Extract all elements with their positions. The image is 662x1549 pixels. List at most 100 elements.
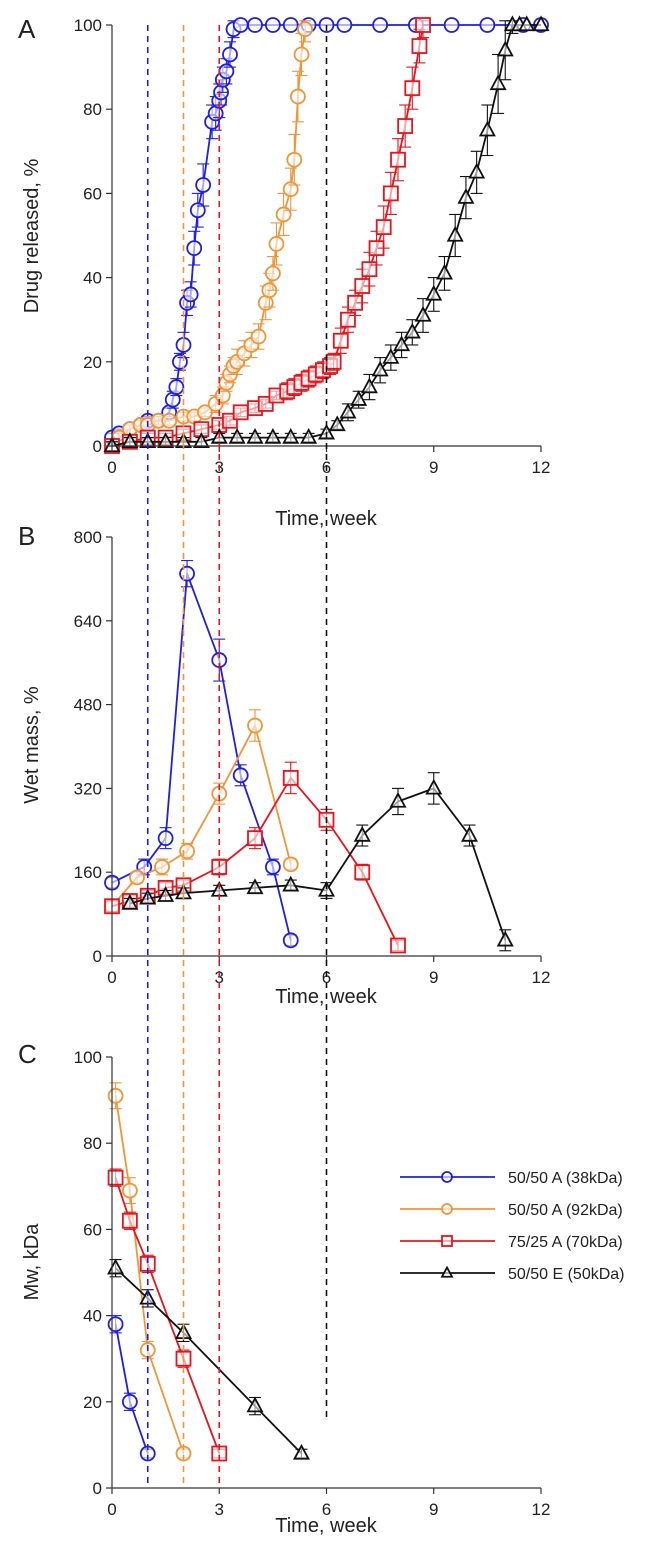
series-line [114,1095,185,1454]
circle-marker [250,328,267,345]
panel-letter-c: C [18,1039,37,1069]
triangle-marker [339,402,357,419]
panel-b-ylabel: Wet mass, % [21,686,43,804]
panel-a-xlabel: Time, week [275,508,378,530]
panel-a-x-tick-label: 9 [429,458,438,477]
series-line [111,777,399,946]
triangle-marker [328,415,346,432]
circle-marker [121,1393,138,1410]
triangle-marker [121,894,139,910]
panel-c-ylabel: Mw, kDa [21,1223,43,1301]
series-line [111,24,541,447]
panel-b-x-tick-label: 9 [429,968,438,987]
panel-c-y-tick-label: 0 [93,1479,102,1498]
panel-a-y-tick-label: 0 [93,437,102,456]
panel-b-y-tick-label: 0 [93,947,102,966]
legend-label: 75/25 A (70kDa) [508,1234,623,1251]
circle-marker [282,856,299,873]
panel-b-x-tick-label: 6 [322,968,331,987]
triangle-marker [446,225,464,242]
triangle-marker [389,791,407,808]
triangle-marker [489,74,507,91]
square-marker [415,17,431,33]
circle-marker [179,565,195,582]
circle-marker [168,379,185,395]
panel-c-series-2 [107,1168,228,1462]
panel-b-x-tick-label: 3 [215,968,224,987]
triangle-marker [300,427,318,444]
triangle-marker [246,427,264,444]
square-marker [232,404,249,421]
triangle-marker [382,347,400,364]
circle-marker [189,202,206,219]
triangle-marker [353,825,371,842]
panel-b-series-0 [104,560,299,949]
circle-marker [336,17,353,33]
panel-c-x-tick-label: 12 [532,1500,551,1519]
legend-label: 50/50 A (92kDa) [508,1202,623,1219]
panel-letter-a: A [18,14,36,44]
panel-c-y-tick-label: 60 [83,1220,102,1239]
panel-c-xlabel: Time, week [275,1515,378,1537]
panel-b-y-tick-label: 320 [74,779,102,798]
panel-a-series-2 [104,17,431,454]
square-marker [247,830,263,847]
triangle-marker [414,305,432,322]
triangle-marker [264,427,282,444]
circle-marker [232,17,249,33]
panel-b-series [104,560,514,954]
square-marker [397,118,414,134]
series-line [118,29,306,439]
triangle-marker [457,188,475,204]
circle-marker [441,1203,453,1215]
circle-marker [107,1316,124,1333]
square-marker [390,937,406,954]
circle-marker [179,843,195,860]
circle-marker [107,1087,124,1104]
circle-marker [264,265,281,282]
circle-marker [182,286,199,303]
panel-c-series [107,1082,310,1462]
panel-c: C 0 20 40 60 80 100 0 3 6 9 12 Time, week Mw, kDa [18,1039,550,1537]
panel-a-y-tick-label: 80 [83,100,102,119]
circle-marker [264,17,281,33]
panel-c-y-tick-label: 40 [83,1307,102,1326]
circle-marker [247,17,263,33]
circle-marker [289,88,306,105]
triangle-marker [121,432,139,448]
panel-letter-b: B [18,521,35,551]
triangle-marker [532,15,550,32]
triangle-marker [350,390,368,406]
circle-marker [218,63,235,80]
legend-item: 75/25 A (70kDa) [400,1234,623,1251]
triangle-marker [518,15,536,32]
panel-b-y-tick-label: 480 [74,696,102,715]
triangle-marker [228,427,246,444]
panel-c-y-tick-label: 20 [83,1393,102,1412]
triangle-marker [403,322,421,339]
panel-a-y-tick-label: 20 [83,353,102,372]
panel-c-x-tick-label: 3 [215,1500,224,1519]
legend-item: 50/50 A (92kDa) [400,1202,623,1219]
panel-b-y-tick-label: 160 [74,863,102,882]
panel-b-x-tick-label: 0 [107,968,116,987]
triangle-marker [371,360,389,377]
triangle-marker [157,886,175,902]
panel-c-x-tick-label: 6 [322,1500,331,1519]
panel-b-series-2 [104,761,406,954]
square-marker [354,864,371,881]
square-marker [441,1235,453,1247]
panel-b-y-tick-label: 800 [74,528,102,547]
square-marker [332,332,349,349]
triangle-marker [393,335,411,352]
triangle-marker [292,1443,310,1460]
square-marker [282,770,299,786]
panel-c-x-tick-label: 0 [107,1500,116,1519]
circle-marker [186,240,203,257]
circle-marker [172,353,188,370]
circle-marker [195,177,212,193]
circle-marker [372,17,389,33]
